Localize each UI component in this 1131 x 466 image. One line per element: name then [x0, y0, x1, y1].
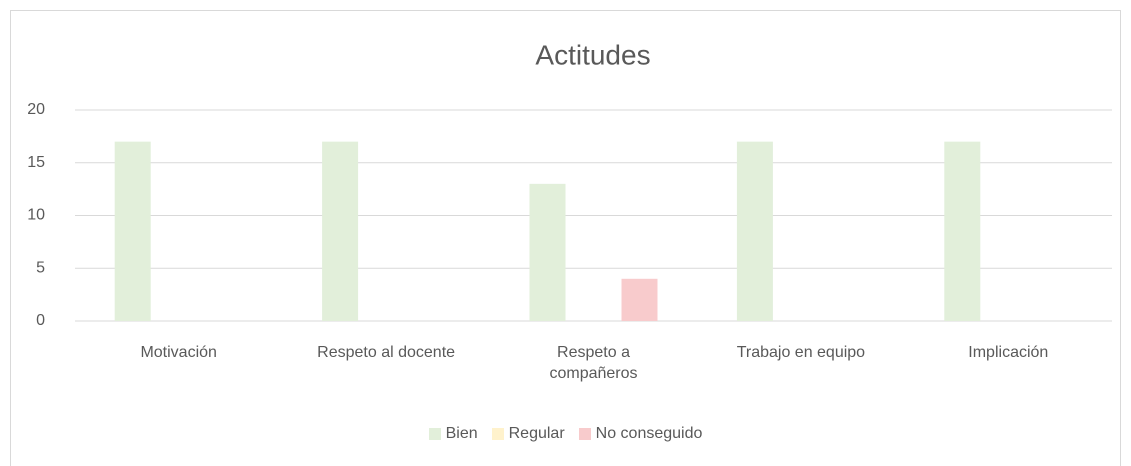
x-tick-label: Respeto a compañeros: [549, 344, 638, 382]
x-tick-label: Implicación: [968, 344, 1049, 361]
y-tick-label: 10: [27, 207, 45, 224]
legend-item: Bien: [428, 425, 478, 443]
legend-label: Bien: [445, 425, 478, 442]
y-tick-label: 20: [27, 101, 45, 118]
y-tick-label: 5: [36, 259, 45, 276]
legend-label: No conseguido: [595, 425, 703, 442]
bar: [529, 183, 566, 321]
bar: [322, 141, 359, 321]
bar: [944, 141, 981, 321]
legend: Bien Regular No conseguido: [0, 425, 1131, 443]
y-tick-label: 15: [27, 154, 45, 171]
chart-title: Actitudes: [535, 39, 650, 70]
x-tick-label: Motivación: [140, 344, 217, 361]
x-tick-label: Trabajo en equipo: [736, 344, 866, 361]
bar: [621, 278, 658, 321]
chart-frame: [10, 10, 1121, 466]
bar: [736, 141, 773, 321]
bar: [114, 141, 151, 321]
x-tick-label: Respeto al docente: [317, 344, 456, 361]
legend-swatch: [491, 428, 504, 440]
y-tick-label: 0: [36, 312, 45, 329]
legend-swatch: [578, 428, 591, 440]
legend-label: Regular: [508, 425, 565, 442]
legend-item: Regular: [491, 425, 565, 443]
legend-swatch: [428, 428, 441, 440]
legend-item: No conseguido: [578, 425, 703, 443]
